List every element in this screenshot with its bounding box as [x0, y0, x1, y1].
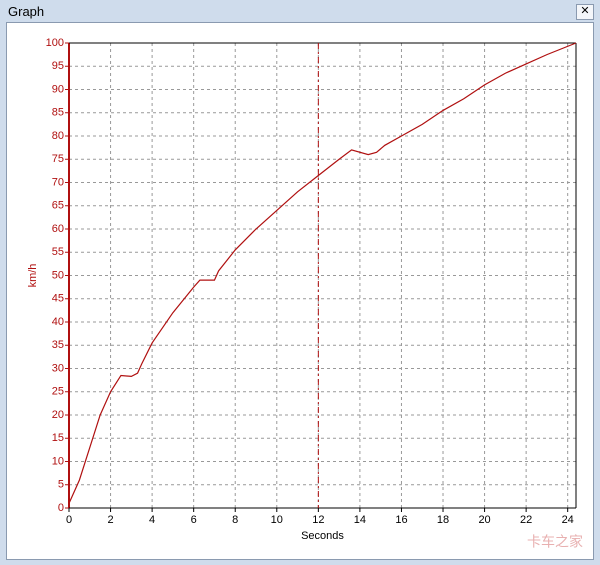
data-line: [68, 42, 577, 504]
y-tick-label: 55: [52, 246, 64, 258]
x-tick-label: 22: [520, 514, 532, 526]
x-tick-label: 14: [354, 514, 366, 526]
chart: 0510152025303540455055606570758085909510…: [6, 22, 594, 560]
y-tick-label: 90: [52, 83, 64, 95]
y-tick-label: 10: [52, 455, 64, 467]
y-tick-label: 65: [52, 200, 64, 212]
window-title: Graph: [8, 4, 45, 19]
y-tick-label: 5: [58, 479, 64, 491]
x-tick-label: 12: [312, 514, 324, 526]
y-tick-label: 85: [52, 107, 64, 119]
y-tick-label: 80: [52, 130, 64, 142]
y-tick-label: 15: [52, 432, 64, 444]
x-tick-label: 20: [478, 514, 490, 526]
y-tick-label: 40: [52, 316, 64, 328]
y-tick-label: 35: [52, 339, 64, 351]
y-tick-label: 30: [52, 362, 64, 374]
x-tick-label: 2: [107, 514, 113, 526]
x-tick-label: 16: [395, 514, 407, 526]
y-tick-label: 60: [52, 223, 64, 235]
x-tick-label: 8: [232, 514, 238, 526]
x-tick-label: 4: [149, 514, 155, 526]
y-tick-label: 25: [52, 386, 64, 398]
y-tick-label: 50: [52, 269, 64, 281]
watermark: 卡车之家: [527, 534, 583, 550]
x-axis-label: Seconds: [301, 530, 344, 542]
x-tick-label: 24: [562, 514, 574, 526]
x-tick-label: 6: [191, 514, 197, 526]
y-tick-label: 0: [58, 502, 64, 514]
x-tick-label: 18: [437, 514, 449, 526]
y-tick-label: 75: [52, 153, 64, 165]
y-tick-label: 100: [46, 37, 64, 49]
y-tick-label: 20: [52, 409, 64, 421]
y-axis-label: km/h: [27, 264, 39, 288]
y-tick-label: 70: [52, 176, 64, 188]
close-button[interactable]: ✕: [576, 4, 594, 20]
x-tick-label: 0: [66, 514, 72, 526]
y-tick-label: 95: [52, 60, 64, 72]
y-tick-label: 45: [52, 293, 64, 305]
x-tick-label: 10: [271, 514, 283, 526]
